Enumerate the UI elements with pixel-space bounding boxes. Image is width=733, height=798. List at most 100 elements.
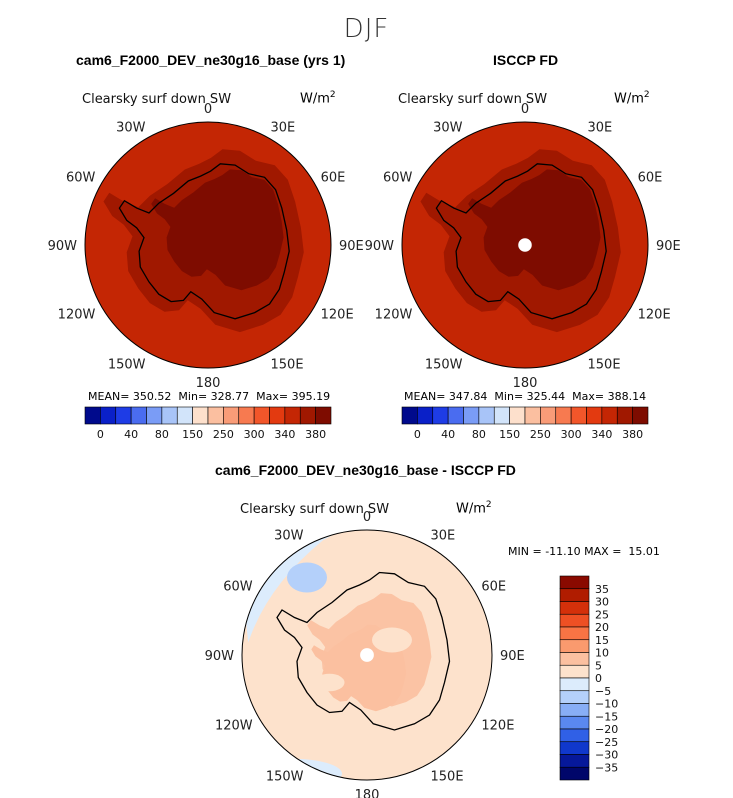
colorbar-swatch [269,406,286,425]
lon-label: 120E [321,308,354,323]
colorbar-tick-label: 15 [595,634,609,647]
lon-label: 90W [205,649,235,664]
lon-label: 60W [66,171,96,186]
colorbar-swatch [223,406,240,425]
colorbar: 0 40 80 150 250 300 340 380 [401,406,649,441]
colorbar-tick-label: 380 [305,428,326,441]
lon-label: 60E [481,580,506,595]
lon-label: 150E [431,769,464,784]
lon-label: 30W [433,120,463,135]
lon-label: 90E [656,239,681,254]
lon-label: 60E [321,171,346,186]
panel-1-units: W/m2 [300,90,336,107]
colorbar-tick-label: 25 [595,608,609,621]
panel-1-title: cam6_F2000_DEV_ne30g16_base (yrs 1) [76,52,346,68]
figure-title: DJF [343,14,390,44]
colorbar-tick-label: 150 [499,428,520,441]
lon-label: 0 [521,102,529,117]
lon-label: 150E [588,358,621,373]
colorbar-tick-label: 30 [595,596,609,609]
colorbar-tick-label: 340 [274,428,295,441]
colorbar-swatch [478,406,495,425]
colorbar-swatch [559,588,590,602]
lon-label: 150E [271,358,304,373]
colorbar-tick-label: −25 [595,736,618,749]
colorbar-tick-label: 40 [441,428,455,441]
map-border [241,529,493,781]
pole-missing-data [360,648,374,662]
lon-label: 150W [266,769,304,784]
colorbar-tick-label: 300 [561,428,582,441]
colorbar-swatch [192,406,209,425]
colorbar-swatch [447,406,464,425]
colorbar-swatch [616,406,633,425]
colorbar-swatch [315,406,332,425]
lon-label: 30E [588,120,613,135]
lon-label: 60W [383,171,413,186]
coastline [276,571,451,731]
region-antarctic-plateau [151,169,284,291]
colorbar-tick-label: 340 [591,428,612,441]
colorbar-tick-label: −30 [595,749,618,762]
map-fill [85,122,331,368]
colorbar-tick-label: 5 [595,659,602,672]
lon-label: 30E [431,529,456,544]
panel-3-units: W/m2 [456,500,492,517]
lon-label: 180 [355,788,380,798]
lon-label: 150W [425,358,463,373]
colorbar-tick-label: −20 [595,723,618,736]
lon-label: 90E [500,649,525,664]
panel-2-title: ISCCP FD [493,52,559,68]
colorbar-tick-label: 250 [530,428,551,441]
colorbar-tick-label: 0 [595,672,602,685]
coastline [118,163,290,320]
panel-2-stats: MEAN= 347.84 Min= 325.44 Max= 388.14 [404,390,647,403]
colorbar-tick-label: −5 [595,685,611,698]
colorbar-tick-label: −15 [595,710,618,723]
lon-label: 120E [481,719,514,734]
polar-map: 0 30E 60E 90E 120E 150E 180 150W 120W 90W 60W 30W [48,102,364,391]
colorbar-swatch [509,406,526,425]
colorbar-swatch [100,406,117,425]
colorbar-swatch [586,406,603,425]
colorbar-swatch [559,766,590,781]
colorbar-swatch [559,626,590,641]
lon-label: 0 [204,102,212,117]
colorbar-swatch [432,406,449,425]
weak-patch [372,627,412,653]
lon-label: 90W [48,239,78,254]
colorbar-tick-label: −35 [595,761,618,774]
lon-label: 90E [339,239,364,254]
colorbar-swatch [493,406,510,425]
coastline [435,163,607,320]
colorbar-tick-label: −10 [595,698,618,711]
colorbar-swatch [524,406,541,425]
lon-label: 60E [638,171,663,186]
colorbar-swatch [161,406,178,425]
colorbar-tick-label: 250 [213,428,234,441]
colorbar-swatch [463,406,480,425]
panel-3-stats: MIN = -11.10 MAX = 15.01 [508,545,660,558]
panel-2-units: W/m2 [614,90,650,107]
lon-label: 60W [223,580,253,595]
colorbar-swatch [555,406,572,425]
colorbar-swatch [146,406,163,425]
lon-label: 0 [363,510,371,525]
panel-1-stats: MEAN= 350.52 Min= 328.77 Max= 395.19 [88,390,331,403]
colorbar-swatch [559,754,590,768]
lon-label: 90W [365,239,395,254]
pole-missing-data [518,238,532,252]
colorbar-tick-label: 380 [622,428,643,441]
colorbar-swatch [559,703,590,717]
colorbar-swatch [559,575,590,590]
colorbar-swatch [632,406,649,425]
colorbar-swatch [559,677,590,692]
panel-3-title: cam6_F2000_DEV_ne30g16_base - ISCCP FD [215,462,516,478]
colorbar-tick-label: 150 [182,428,203,441]
negative-patch [287,562,327,593]
colorbar-swatch [559,728,590,743]
lon-label: 30W [274,529,304,544]
colorbar-swatch [601,406,618,425]
